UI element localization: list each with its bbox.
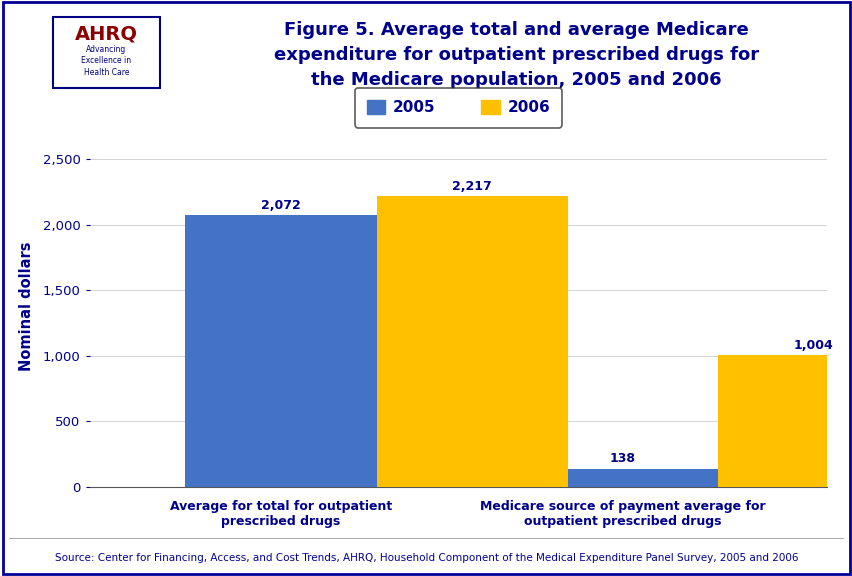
Text: Figure 5. Average total and average Medicare
expenditure for outpatient prescrib: Figure 5. Average total and average Medi… bbox=[273, 21, 757, 89]
Text: 2,217: 2,217 bbox=[452, 180, 492, 193]
Text: 138: 138 bbox=[608, 452, 635, 465]
Legend: 2005, 2006: 2005, 2006 bbox=[354, 88, 561, 127]
Text: AHRQ: AHRQ bbox=[75, 24, 138, 43]
FancyBboxPatch shape bbox=[53, 17, 160, 88]
Text: Advancing
Excellence in
Health Care: Advancing Excellence in Health Care bbox=[81, 46, 131, 77]
Bar bbox=[527, 469, 717, 487]
Bar bbox=[185, 215, 376, 487]
Text: 1,004: 1,004 bbox=[793, 339, 832, 351]
Text: 2,072: 2,072 bbox=[261, 199, 301, 212]
Bar bbox=[376, 196, 567, 487]
Y-axis label: Nominal dollars: Nominal dollars bbox=[20, 242, 34, 372]
Bar bbox=[717, 355, 852, 487]
Text: Source: Center for Financing, Access, and Cost Trends, AHRQ, Household Component: Source: Center for Financing, Access, an… bbox=[55, 552, 797, 563]
